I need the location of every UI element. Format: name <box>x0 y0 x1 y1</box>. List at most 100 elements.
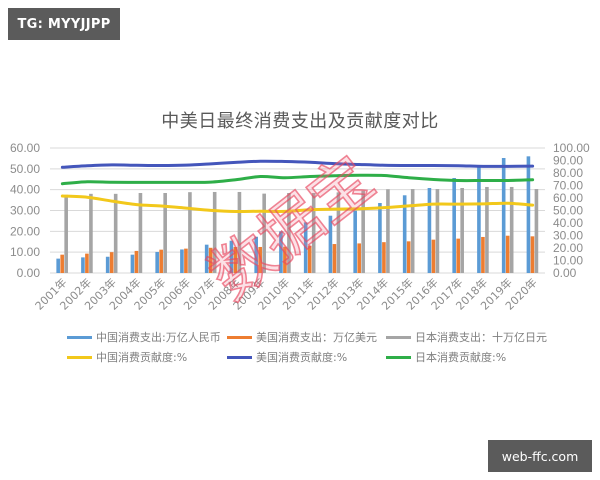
bar[interactable] <box>332 244 337 273</box>
y-right-tick-label: 40.00 <box>553 216 583 230</box>
line-series-path[interactable] <box>60 159 535 169</box>
chart-title: 中美日最终消费支出及贡献度对比 <box>161 111 439 132</box>
legend-swatch-line-icon <box>67 355 92 359</box>
bar[interactable] <box>357 243 361 273</box>
bar[interactable] <box>283 246 287 273</box>
y-left-tick-label: 10.00 <box>10 245 40 259</box>
bar[interactable] <box>81 257 85 273</box>
bar[interactable] <box>184 248 188 273</box>
y-left-tick-label: 50.00 <box>10 162 40 176</box>
y-right-tick-label: 90.00 <box>553 154 583 168</box>
bar[interactable] <box>307 245 312 273</box>
bar[interactable] <box>64 194 68 273</box>
bar[interactable] <box>229 240 234 273</box>
legend-swatch-bar-icon <box>67 335 92 339</box>
bar[interactable] <box>336 192 341 273</box>
legend-label: 美国消费贡献度:% <box>256 351 348 364</box>
bar[interactable] <box>509 186 514 273</box>
bar[interactable] <box>208 247 213 273</box>
bar[interactable] <box>410 189 415 273</box>
y-right-tick-label: 100.00 <box>553 141 590 155</box>
bar[interactable] <box>56 258 60 273</box>
y-right-tick-label: 30.00 <box>553 229 583 243</box>
bar[interactable] <box>155 251 159 273</box>
bar[interactable] <box>353 210 357 273</box>
y-axis-left: 0.00 10.00 20.00 30.00 40.00 50.00 60.00 <box>10 141 40 280</box>
bar[interactable] <box>501 158 506 273</box>
bar[interactable] <box>485 186 489 273</box>
bar[interactable] <box>505 235 510 273</box>
bar[interactable] <box>233 246 238 273</box>
bar[interactable] <box>361 190 365 273</box>
bar[interactable] <box>85 253 89 273</box>
bar[interactable] <box>237 191 242 273</box>
bar[interactable] <box>180 249 184 273</box>
bar[interactable] <box>188 192 192 273</box>
y-right-tick-label: 0.00 <box>553 266 577 280</box>
bar[interactable] <box>530 236 535 273</box>
legend-item-china-rate[interactable]: 中国消费贡献度:% <box>67 350 187 364</box>
bar[interactable] <box>382 242 386 273</box>
legend-label: 日本消费支出：十万亿日元 <box>415 331 547 344</box>
bar[interactable] <box>378 203 382 273</box>
bar[interactable] <box>303 222 308 273</box>
bar[interactable] <box>406 241 411 273</box>
y-right-tick-label: 50.00 <box>553 204 583 218</box>
bar[interactable] <box>60 254 64 273</box>
y-right-tick-label: 20.00 <box>553 241 583 255</box>
bar[interactable] <box>258 246 262 273</box>
bar[interactable] <box>212 191 217 273</box>
bar[interactable] <box>534 189 539 273</box>
bar[interactable] <box>130 254 135 273</box>
line-series-path[interactable] <box>60 194 535 214</box>
bar[interactable] <box>204 244 209 273</box>
bar[interactable] <box>452 178 456 273</box>
bar[interactable] <box>279 231 283 273</box>
bar[interactable] <box>262 193 266 273</box>
legend-item-japan-spending[interactable]: 日本消费支出：十万亿日元 <box>386 330 547 344</box>
bar[interactable] <box>456 238 460 273</box>
legend-item-china-spending[interactable]: 中国消费支出:万亿人民币 <box>67 330 221 344</box>
bar-series <box>56 156 539 273</box>
y-left-tick-label: 0.00 <box>17 266 41 280</box>
bar[interactable] <box>427 188 432 273</box>
legend-item-us-rate[interactable]: 美国消费贡献度:% <box>227 350 347 364</box>
bar[interactable] <box>402 195 407 273</box>
bar[interactable] <box>105 256 110 273</box>
legend-swatch-line-icon <box>386 355 411 359</box>
y-right-tick-label: 60.00 <box>553 191 583 205</box>
legend-label: 美国消费支出：万亿美元 <box>256 331 377 344</box>
bar[interactable] <box>89 193 93 273</box>
bar[interactable] <box>134 250 139 273</box>
y-right-tick-label: 70.00 <box>553 179 583 193</box>
bar[interactable] <box>311 193 316 273</box>
bar[interactable] <box>159 249 163 273</box>
bar[interactable] <box>435 189 440 273</box>
site-badge: web-ffc.com <box>488 440 592 472</box>
line-series-path[interactable] <box>60 173 535 186</box>
legend-swatch-line-icon <box>227 355 252 359</box>
legend-swatch-bar-icon <box>386 335 411 339</box>
bar[interactable] <box>113 193 118 273</box>
bar[interactable] <box>460 188 464 273</box>
legend-item-us-spending[interactable]: 美国消费支出：万亿美元 <box>227 330 377 344</box>
bar[interactable] <box>526 156 531 273</box>
y-left-tick-label: 30.00 <box>10 204 40 218</box>
bar[interactable] <box>477 166 481 273</box>
bar[interactable] <box>254 236 258 273</box>
line-series <box>60 159 535 214</box>
legend-item-japan-rate[interactable]: 日本消费贡献度:% <box>386 350 506 364</box>
y-axis-right: 0.0010.0020.0030.0040.0050.0060.0070.008… <box>553 141 590 280</box>
bar[interactable] <box>109 252 114 273</box>
y-right-tick-label: 10.00 <box>553 254 583 268</box>
legend-label: 日本消费贡献度:% <box>415 351 507 364</box>
bar[interactable] <box>138 193 143 273</box>
bar[interactable] <box>431 239 436 273</box>
bar[interactable] <box>287 193 291 273</box>
bar[interactable] <box>163 193 167 273</box>
bar[interactable] <box>328 215 333 273</box>
bar[interactable] <box>481 236 485 273</box>
bar[interactable] <box>386 189 390 273</box>
